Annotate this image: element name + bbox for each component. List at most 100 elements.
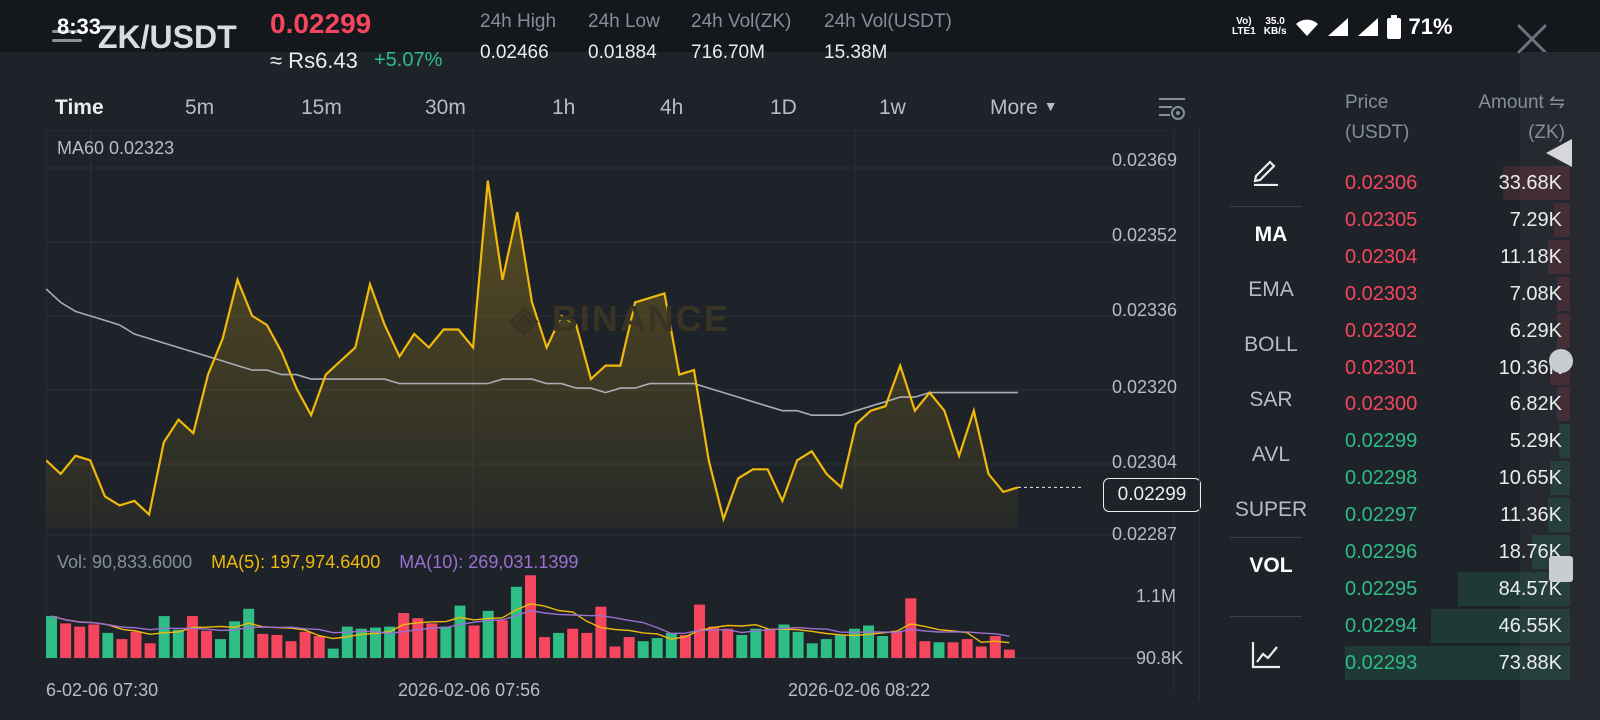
volume-bar	[412, 618, 424, 658]
draw-pencil-icon[interactable]	[1250, 154, 1282, 186]
stat-24h-high-label: 24h High	[480, 11, 557, 32]
tab-1d[interactable]: 1D	[770, 96, 797, 119]
ask-row[interactable]: 0.02306 33.68K	[1345, 166, 1570, 200]
pair-title[interactable]: ZK/USDT	[98, 19, 237, 55]
volume-bar	[877, 636, 889, 658]
indicator-ma[interactable]: MA	[1254, 223, 1288, 246]
tab-1h[interactable]: 1h	[552, 96, 576, 119]
chart-analysis-icon[interactable]	[1250, 640, 1282, 670]
orderbook-price: 0.02296	[1345, 541, 1418, 563]
volume-bar	[849, 628, 860, 658]
volume-bar	[440, 626, 452, 658]
depth-bar	[1549, 461, 1570, 496]
volume-bar	[651, 638, 663, 658]
volume-bar	[679, 635, 691, 658]
recent-apps-square-icon[interactable]	[1549, 556, 1573, 582]
home-circle-icon[interactable]	[1549, 349, 1573, 373]
volume-bars	[46, 575, 1015, 658]
price-change-percent: +5.07%	[374, 49, 443, 71]
volume-bar	[482, 610, 494, 658]
volume-bar	[271, 635, 283, 658]
indicator-sar[interactable]: SAR	[1249, 388, 1293, 411]
volume-bar	[637, 641, 649, 658]
battery-icon	[1386, 15, 1401, 39]
volume-bar	[933, 642, 945, 658]
tab-1w[interactable]: 1w	[879, 96, 906, 119]
tab-more[interactable]: More ▼	[990, 96, 1058, 120]
indicator-vol[interactable]: VOL	[1249, 554, 1293, 577]
menu-icon[interactable]	[52, 30, 82, 50]
indicator-avl[interactable]: AVL	[1251, 443, 1291, 466]
depth-bar	[1556, 313, 1570, 348]
indicator-super[interactable]: SUPER	[1234, 498, 1308, 521]
ask-row[interactable]: 0.02303 7.08K	[1345, 276, 1570, 311]
volume-bar	[384, 626, 396, 658]
orderbook-price: 0.02294	[1345, 614, 1418, 637]
tab-4h[interactable]: 4h	[660, 96, 684, 119]
volume-value: Vol: 90,833.6000	[57, 552, 193, 572]
ask-row[interactable]: 0.02304 11.18K	[1345, 239, 1570, 274]
x-tick: 2026-02-06 07:56	[398, 680, 541, 700]
volume-bar	[989, 636, 1001, 658]
volume-bar	[947, 642, 959, 658]
tab-5m[interactable]: 5m	[185, 96, 215, 119]
volume-bar	[919, 641, 931, 658]
y-tick: 0.02352	[1112, 225, 1178, 245]
stat-24h-vol-zk-value: 716.70M	[691, 42, 765, 63]
network-speed: 35.0 KB/s	[1264, 17, 1287, 37]
stat-24h-vol-zk-label: 24h Vol(ZK)	[691, 11, 792, 32]
y-tick: 0.02336	[1112, 300, 1178, 320]
stat-24h-vol-usdt-value: 15.38M	[824, 42, 888, 63]
volte-icon: Vo) LTE1	[1232, 16, 1256, 37]
close-icon[interactable]	[1515, 22, 1549, 56]
volume-bar	[46, 616, 57, 658]
volume-bar	[144, 643, 156, 658]
orderbook-price-header: Price (USDT)	[1345, 92, 1410, 143]
volume-bar	[257, 633, 269, 658]
depth-bar	[1556, 387, 1570, 422]
wifi-icon	[1295, 19, 1318, 36]
indicator-ema[interactable]: EMA	[1248, 278, 1294, 301]
status-clock: 8:33	[57, 14, 102, 39]
bid-row[interactable]: 0.02295 84.57K	[1345, 571, 1570, 606]
ask-row[interactable]: 0.02302 6.29K	[1345, 313, 1570, 348]
volume-bar	[186, 616, 198, 658]
ask-row[interactable]: 0.02301 10.36K	[1345, 350, 1570, 385]
bid-row[interactable]: 0.02293 73.88K	[1345, 645, 1570, 680]
orderbook-amount-header[interactable]: Amount ⇋ (ZK)	[1478, 92, 1565, 143]
signal-icon-2	[1357, 18, 1378, 36]
orderbook-amount: 10.65K	[1498, 467, 1562, 490]
tab-30m[interactable]: 30m	[425, 96, 466, 119]
bid-row[interactable]: 0.02296 18.76K	[1345, 535, 1570, 569]
volume-bar	[172, 629, 184, 658]
tab-time[interactable]: Time	[55, 96, 104, 119]
volume-bar	[496, 620, 508, 658]
back-triangle-icon[interactable]	[1545, 138, 1573, 168]
price-chart[interactable]	[46, 130, 1200, 690]
volume-bar	[834, 635, 846, 658]
volume-bar	[891, 630, 903, 658]
orderbook-price: 0.02300	[1345, 393, 1418, 416]
bid-row[interactable]: 0.02297 11.36K	[1345, 498, 1570, 533]
volume-ma10: MA(10): 269,031.1399	[399, 552, 579, 572]
volume-bar	[778, 624, 790, 658]
volume-y-tick: 1.1M	[1136, 586, 1177, 606]
indicator-boll[interactable]: BOLL	[1244, 333, 1298, 356]
volume-bar	[525, 575, 536, 658]
x-tick: 6-02-06 07:30	[46, 680, 159, 700]
bid-row[interactable]: 0.02294 46.55K	[1345, 608, 1570, 643]
volume-bar	[792, 631, 804, 658]
tab-15m[interactable]: 15m	[301, 96, 342, 119]
ask-row[interactable]: 0.02300 6.82K	[1345, 387, 1570, 422]
network-speed-unit: KB/s	[1263, 26, 1287, 37]
volume-bar	[539, 637, 550, 658]
orderbook-price: 0.02293	[1345, 651, 1418, 674]
ask-row[interactable]: 0.02305 7.29K	[1345, 202, 1570, 237]
volume-bar	[454, 605, 466, 658]
volume-y-tick: 90.8K	[1136, 648, 1184, 668]
bid-row[interactable]: 0.02299 5.29K	[1345, 424, 1570, 459]
chart-settings-icon[interactable]	[1158, 96, 1186, 122]
bid-row[interactable]: 0.02298 10.65K	[1345, 461, 1570, 496]
y-tick: 0.02304	[1112, 452, 1178, 472]
ma60-label: MA60 0.02323	[57, 138, 175, 158]
